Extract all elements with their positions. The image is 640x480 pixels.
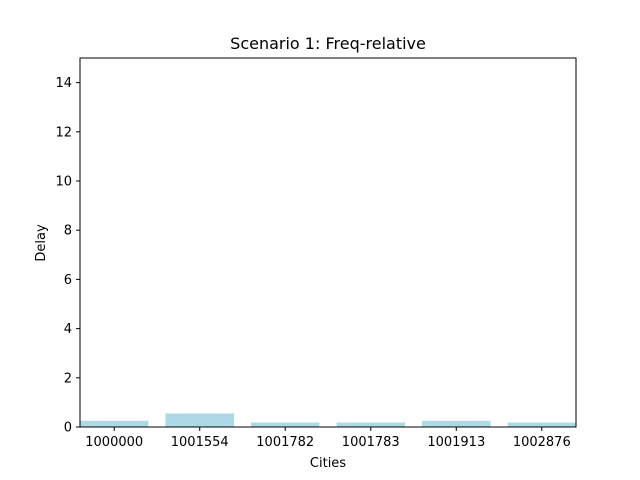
x-tick-label: 1001783 — [342, 435, 400, 450]
bar-1001554 — [165, 413, 234, 427]
bar-1000000 — [80, 420, 149, 427]
bar-1001913 — [422, 420, 491, 427]
y-tick-label: 0 — [64, 421, 72, 436]
y-tick-label: 14 — [55, 76, 72, 91]
bar-1001783 — [336, 422, 405, 427]
y-tick-label: 12 — [55, 125, 72, 140]
y-tick-label: 2 — [64, 371, 72, 386]
x-axis-label: Cities — [310, 456, 346, 471]
y-axis-label: Delay — [34, 224, 49, 262]
y-tick-label: 6 — [64, 273, 72, 288]
x-tick-label: 1001913 — [427, 435, 485, 450]
x-tick-label: 1000000 — [85, 435, 143, 450]
x-tick-label: 1002876 — [513, 435, 571, 450]
bar-1002876 — [507, 422, 576, 427]
y-axis-ticks: 0 2 4 6 8 10 12 14 — [55, 76, 80, 436]
y-tick-label: 4 — [64, 322, 72, 337]
x-axis-ticks: 1000000 1001554 1001782 1001783 1001913 10028… — [85, 427, 571, 450]
x-tick-label: 1001782 — [256, 435, 314, 450]
y-tick-label: 8 — [64, 224, 72, 239]
chart-title: Scenario 1: Freq-relative — [230, 34, 426, 53]
y-tick-label: 10 — [55, 175, 72, 190]
plot-area-frame — [79, 57, 577, 428]
x-tick-label: 1001554 — [171, 435, 229, 450]
bar-1001782 — [251, 422, 320, 427]
bars-layer — [80, 413, 576, 427]
